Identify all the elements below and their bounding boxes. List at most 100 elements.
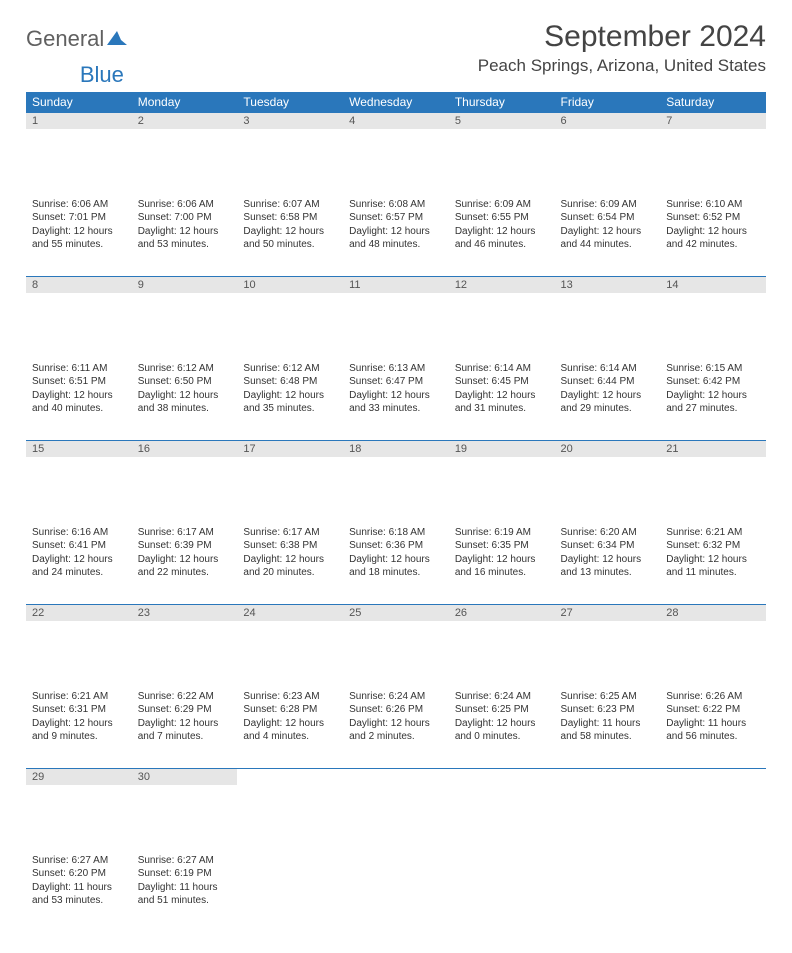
sunrise: Sunrise: 6:14 AM [561, 362, 655, 376]
sunset: Sunset: 7:00 PM [138, 211, 232, 225]
content-row: Sunrise: 6:21 AMSunset: 6:31 PMDaylight:… [26, 687, 766, 769]
day-content: Sunrise: 6:14 AMSunset: 6:45 PMDaylight:… [449, 359, 555, 422]
sunrise: Sunrise: 6:25 AM [561, 690, 655, 704]
logo: General [26, 20, 128, 52]
sunset: Sunset: 6:45 PM [455, 375, 549, 389]
day-number: 23 [132, 605, 238, 621]
day-number: 25 [343, 605, 449, 621]
day-content: Sunrise: 6:10 AMSunset: 6:52 PMDaylight:… [660, 195, 766, 258]
daynum-cell: 14 [660, 277, 766, 359]
day-number: 9 [132, 277, 238, 293]
col-wednesday: Wednesday [343, 92, 449, 113]
day-cell: Sunrise: 6:09 AMSunset: 6:54 PMDaylight:… [555, 195, 661, 277]
sunrise: Sunrise: 6:16 AM [32, 526, 126, 540]
daynum-row: 2930 [26, 769, 766, 851]
sunset: Sunset: 6:25 PM [455, 703, 549, 717]
daylight: Daylight: 12 hours and 42 minutes. [666, 225, 760, 252]
daylight: Daylight: 11 hours and 51 minutes. [138, 881, 232, 908]
daylight: Daylight: 12 hours and 44 minutes. [561, 225, 655, 252]
sunset: Sunset: 6:32 PM [666, 539, 760, 553]
day-cell: Sunrise: 6:21 AMSunset: 6:32 PMDaylight:… [660, 523, 766, 605]
sunset: Sunset: 6:31 PM [32, 703, 126, 717]
day-number: 15 [26, 441, 132, 457]
day-content: Sunrise: 6:17 AMSunset: 6:38 PMDaylight:… [237, 523, 343, 586]
day-cell: Sunrise: 6:06 AMSunset: 7:01 PMDaylight:… [26, 195, 132, 277]
sunrise: Sunrise: 6:12 AM [243, 362, 337, 376]
day-number: 11 [343, 277, 449, 293]
day-number: 20 [555, 441, 661, 457]
day-cell: Sunrise: 6:12 AMSunset: 6:50 PMDaylight:… [132, 359, 238, 441]
daynum-cell: 28 [660, 605, 766, 687]
day-cell: Sunrise: 6:22 AMSunset: 6:29 PMDaylight:… [132, 687, 238, 769]
day-cell: Sunrise: 6:19 AMSunset: 6:35 PMDaylight:… [449, 523, 555, 605]
daynum-cell: 19 [449, 441, 555, 523]
daynum-cell: 8 [26, 277, 132, 359]
day-number: 19 [449, 441, 555, 457]
sunset: Sunset: 6:50 PM [138, 375, 232, 389]
sunset: Sunset: 6:22 PM [666, 703, 760, 717]
sunset: Sunset: 6:48 PM [243, 375, 337, 389]
sunset: Sunset: 7:01 PM [32, 211, 126, 225]
daylight: Daylight: 12 hours and 50 minutes. [243, 225, 337, 252]
day-content: Sunrise: 6:09 AMSunset: 6:54 PMDaylight:… [555, 195, 661, 258]
daynum-cell: 20 [555, 441, 661, 523]
day-cell: Sunrise: 6:20 AMSunset: 6:34 PMDaylight:… [555, 523, 661, 605]
day-content: Sunrise: 6:09 AMSunset: 6:55 PMDaylight:… [449, 195, 555, 258]
daynum-cell: 7 [660, 113, 766, 195]
day-cell: Sunrise: 6:13 AMSunset: 6:47 PMDaylight:… [343, 359, 449, 441]
daynum-cell: 26 [449, 605, 555, 687]
sunrise: Sunrise: 6:06 AM [32, 198, 126, 212]
calendar-table: Sunday Monday Tuesday Wednesday Thursday… [26, 92, 766, 933]
daynum-cell: 30 [132, 769, 238, 851]
day-cell: Sunrise: 6:14 AMSunset: 6:44 PMDaylight:… [555, 359, 661, 441]
sunset: Sunset: 6:54 PM [561, 211, 655, 225]
daylight: Daylight: 12 hours and 0 minutes. [455, 717, 549, 744]
sunrise: Sunrise: 6:21 AM [32, 690, 126, 704]
day-number: 1 [26, 113, 132, 129]
daynum-cell [237, 769, 343, 851]
daynum-cell: 13 [555, 277, 661, 359]
day-content: Sunrise: 6:22 AMSunset: 6:29 PMDaylight:… [132, 687, 238, 750]
sunrise: Sunrise: 6:17 AM [243, 526, 337, 540]
day-number: 24 [237, 605, 343, 621]
daylight: Daylight: 12 hours and 48 minutes. [349, 225, 443, 252]
day-content: Sunrise: 6:14 AMSunset: 6:44 PMDaylight:… [555, 359, 661, 422]
day-content: Sunrise: 6:21 AMSunset: 6:32 PMDaylight:… [660, 523, 766, 586]
daynum-row: 15161718192021 [26, 441, 766, 523]
daynum-cell: 16 [132, 441, 238, 523]
daylight: Daylight: 11 hours and 56 minutes. [666, 717, 760, 744]
day-content: Sunrise: 6:18 AMSunset: 6:36 PMDaylight:… [343, 523, 449, 586]
sunset: Sunset: 6:26 PM [349, 703, 443, 717]
sunset: Sunset: 6:58 PM [243, 211, 337, 225]
daylight: Daylight: 12 hours and 27 minutes. [666, 389, 760, 416]
daynum-row: 891011121314 [26, 277, 766, 359]
daylight: Daylight: 12 hours and 29 minutes. [561, 389, 655, 416]
sunset: Sunset: 6:28 PM [243, 703, 337, 717]
daynum-cell: 21 [660, 441, 766, 523]
daylight: Daylight: 12 hours and 33 minutes. [349, 389, 443, 416]
day-number: 26 [449, 605, 555, 621]
daylight: Daylight: 12 hours and 13 minutes. [561, 553, 655, 580]
daynum-row: 1234567 [26, 113, 766, 195]
day-cell: Sunrise: 6:12 AMSunset: 6:48 PMDaylight:… [237, 359, 343, 441]
daynum-cell: 23 [132, 605, 238, 687]
sunrise: Sunrise: 6:23 AM [243, 690, 337, 704]
daylight: Daylight: 12 hours and 9 minutes. [32, 717, 126, 744]
day-cell: Sunrise: 6:18 AMSunset: 6:36 PMDaylight:… [343, 523, 449, 605]
daylight: Daylight: 12 hours and 35 minutes. [243, 389, 337, 416]
day-content: Sunrise: 6:25 AMSunset: 6:23 PMDaylight:… [555, 687, 661, 750]
daynum-cell: 18 [343, 441, 449, 523]
day-number: 18 [343, 441, 449, 457]
daylight: Daylight: 12 hours and 38 minutes. [138, 389, 232, 416]
logo-text-2: GeneBlue [26, 62, 766, 88]
day-content: Sunrise: 6:06 AMSunset: 7:00 PMDaylight:… [132, 195, 238, 258]
daynum-cell [660, 769, 766, 851]
logo-text-1: General [26, 26, 104, 52]
sunset: Sunset: 6:57 PM [349, 211, 443, 225]
daynum-cell [449, 769, 555, 851]
daylight: Daylight: 12 hours and 4 minutes. [243, 717, 337, 744]
daylight: Daylight: 12 hours and 2 minutes. [349, 717, 443, 744]
sunset: Sunset: 6:39 PM [138, 539, 232, 553]
day-content: Sunrise: 6:08 AMSunset: 6:57 PMDaylight:… [343, 195, 449, 258]
sunrise: Sunrise: 6:19 AM [455, 526, 549, 540]
